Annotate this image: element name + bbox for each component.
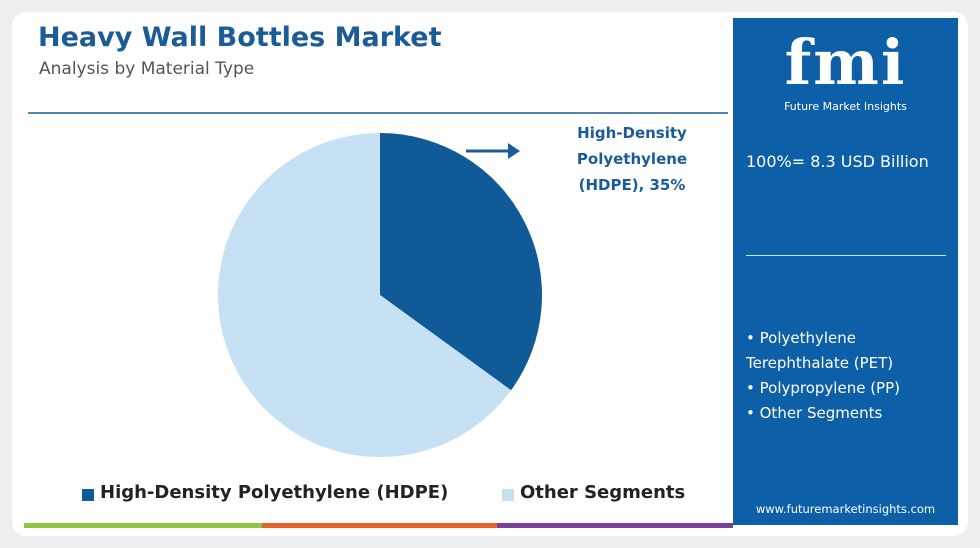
segment-label: Other Segments [759, 404, 883, 422]
logo: fmi [784, 26, 907, 99]
legend-swatch [502, 489, 514, 501]
divider [746, 255, 946, 256]
segment-item: • Other Segments [746, 404, 883, 422]
strip [262, 523, 497, 528]
legend-label: High-Density Polyethylene (HDPE) [100, 482, 449, 503]
segment-list: • Polyethylene Terephthalate (PET) • Poly… [746, 326, 931, 426]
chart-subtitle: Analysis by Material Type [39, 59, 255, 79]
chart-title: Heavy Wall Bottles Market [38, 22, 442, 53]
strip [497, 523, 733, 528]
chart [24, 112, 733, 528]
brand: Future Market Insights [784, 100, 907, 113]
strip [24, 523, 262, 528]
arrow-head [508, 143, 520, 159]
pie-slice [218, 133, 512, 457]
segment-item: • Polypropylene (PP) [746, 379, 900, 397]
segment-item: • Polyethylene Terephthalate (PET) [746, 329, 894, 372]
legend-label: Other Segments [520, 482, 686, 503]
segment-label: Polyethylene Terephthalate (PET) [746, 329, 894, 372]
card: Heavy Wall Bottles Market Analysis by Ma… [12, 12, 968, 536]
segment-label: Polypropylene (PP) [759, 379, 900, 397]
pie [218, 133, 542, 457]
total: 100%= 8.3 USD Billion [746, 152, 929, 171]
side-panel: fmi Future Market Insights 100%= 8.3 USD… [733, 18, 958, 525]
annotation: High-Density Polyethylene (HDPE), 35% [576, 124, 688, 194]
legend-swatch [82, 489, 94, 501]
pie-slice [380, 133, 542, 391]
website: www.futuremarketinsights.com [755, 502, 936, 516]
